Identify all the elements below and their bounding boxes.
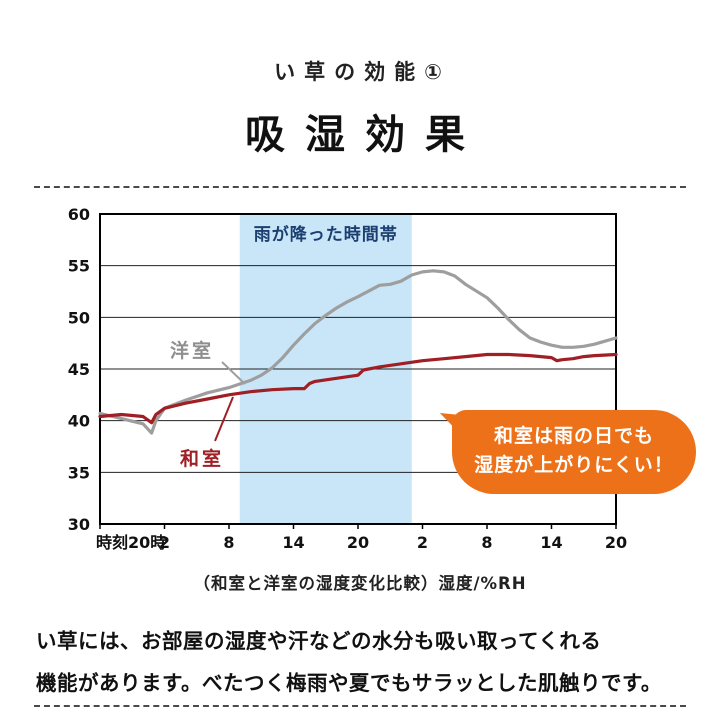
y-tick-label: 45 — [68, 360, 90, 379]
y-tick-label: 35 — [68, 463, 90, 482]
y-tick-label: 50 — [68, 308, 90, 327]
divider-bottom — [34, 705, 686, 707]
y-tick-label: 30 — [68, 515, 90, 534]
chart-caption: （和室と洋室の湿度変化比較）湿度/%RH — [193, 574, 527, 593]
y-tick-label: 40 — [68, 412, 90, 431]
x-tick-label: 8 — [223, 533, 234, 552]
japanese-room-line — [98, 352, 618, 425]
series-label-western-room: 洋室 — [170, 340, 215, 362]
callout-line-2: 湿度が上がりにくい！ — [474, 454, 674, 477]
x-tick-label: 時刻20時 — [96, 533, 166, 552]
body-text: い草には、お部屋の湿度や汗などの水分も吸い取ってくれる 機能があります。べたつく… — [36, 620, 684, 704]
body-text-line-1: い草には、お部屋の湿度や汗などの水分も吸い取ってくれる — [36, 629, 602, 653]
page-subtitle: い草の効能① — [274, 60, 451, 84]
x-tick-label: 14 — [540, 533, 562, 552]
divider-top — [34, 186, 686, 188]
callout-bubble: 和室は雨の日でも 湿度が上がりにくい！ — [452, 410, 696, 494]
y-tick-label: 60 — [68, 205, 90, 224]
western-room-line — [98, 269, 618, 435]
western-room-label-line — [221, 361, 246, 385]
x-tick-label: 2 — [417, 533, 428, 552]
x-tick-label: 20 — [605, 533, 627, 552]
x-tick-label: 8 — [481, 533, 492, 552]
japanese-room-label-line — [214, 396, 234, 442]
x-tick-label: 20 — [347, 533, 369, 552]
rain-band-label: 雨が降った時間帯 — [254, 224, 398, 245]
x-tick-label: 14 — [282, 533, 304, 552]
callout-line-1: 和室は雨の日でも — [493, 425, 654, 447]
x-tick-label: 2 — [159, 533, 170, 552]
page-title: 吸湿効果 — [245, 112, 485, 158]
series-label-japanese-room: 和室 — [180, 448, 225, 470]
humidity-chart: 雨が降った時間帯 60 55 50 45 40 35 30 時刻20時 2 8 14 20 2 8 14 20 … — [20, 204, 700, 556]
body-text-line-2: 機能があります。べたつく梅雨や夏でもサラッとした肌触りです。 — [36, 671, 662, 696]
y-tick-label: 55 — [68, 257, 90, 276]
